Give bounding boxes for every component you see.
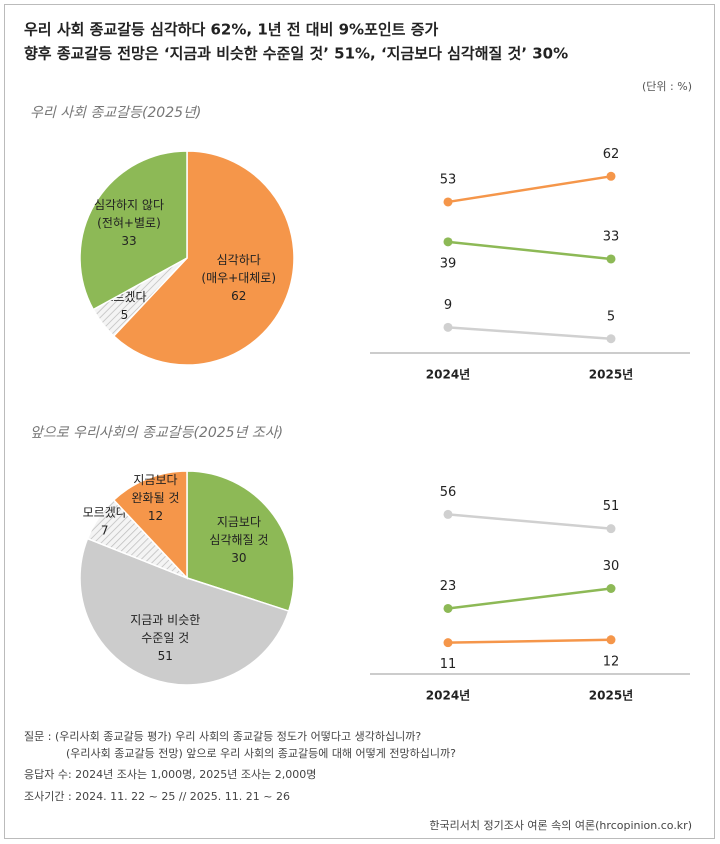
data-label: 62 [603, 147, 620, 162]
x-tick-label: 2025년 [589, 689, 633, 703]
point [606, 584, 616, 593]
point [606, 171, 616, 181]
slice-value: 30 [231, 551, 246, 565]
point [606, 254, 616, 264]
slice-value: 62 [231, 289, 246, 303]
series-line [447, 240, 612, 261]
point [443, 603, 453, 613]
section-title: 우리 사회 종교갈등(2025년) [30, 105, 201, 121]
data-label: 56 [440, 485, 457, 500]
data-label: 51 [603, 499, 620, 514]
pie-slice [79, 150, 188, 311]
slice-label: 지금보다 [133, 473, 177, 487]
pie-slice [79, 537, 290, 686]
point [606, 524, 616, 534]
series-line [447, 638, 612, 644]
series-line [447, 513, 612, 530]
note: 조사기간 : 2024. 11. 22 ~ 25 // 2025. 11. 21… [24, 790, 290, 803]
source: 한국리서치 정기조사 여론 속의 여론(hrcopinion.co.kr) [429, 819, 692, 832]
point [443, 509, 453, 519]
slice-value: 12 [148, 509, 163, 523]
point [443, 638, 453, 648]
note: (우리사회 종교갈등 전망) 앞으로 우리 사회의 종교갈등에 대해 어떻게 전… [66, 746, 456, 760]
point [606, 334, 616, 344]
data-label: 11 [440, 657, 457, 672]
slice-label: 심각하지 않다 [94, 198, 164, 212]
series-line [447, 587, 612, 610]
slice-label: (매우+대체로) [201, 271, 276, 285]
point [443, 197, 453, 207]
data-label: 53 [440, 172, 457, 187]
data-label: 12 [603, 654, 620, 669]
title-line: 우리 사회 종교갈등 심각하다 62%, 1년 전 대비 9%포인트 증가 [24, 21, 439, 39]
slice-label: 심각해질 것 [209, 533, 268, 547]
frame [4, 4, 715, 839]
x-tick-label: 2024년 [426, 368, 470, 382]
data-label: 9 [444, 298, 452, 313]
slice-label: 지금보다 [217, 515, 261, 529]
data-label: 33 [603, 229, 620, 244]
slice-label: 완화될 것 [131, 491, 179, 505]
series-line [447, 326, 612, 340]
slice-value: 33 [121, 234, 136, 248]
point [443, 322, 453, 332]
section-title: 앞으로 우리사회의 종교갈등(2025년 조사) [30, 425, 283, 441]
slice-label: (전혀+별로) [97, 216, 161, 230]
pie-slice [112, 470, 188, 580]
title-line: 향후 종교갈등 전망은 ‘지금과 비슷한 수준일 것’ 51%, ‘지금보다 심… [24, 45, 568, 63]
data-label: 23 [440, 579, 457, 594]
slice-label: 수준일 것 [141, 631, 189, 645]
data-label: 30 [603, 559, 620, 574]
slice-label: 지금과 비슷한 [130, 613, 200, 627]
data-label: 39 [440, 256, 457, 271]
pie-slice [186, 470, 295, 613]
x-tick-label: 2025년 [589, 368, 633, 382]
slice-value: 7 [101, 524, 109, 538]
slice-label: 심각하다 [217, 253, 261, 267]
slice-label: 모르겠다 [83, 506, 127, 520]
note: 질문 : (우리사회 종교갈등 평가) 우리 사회의 종교갈등 정도가 어떻다고… [24, 729, 421, 743]
pie-slice [112, 150, 295, 366]
slice-value: 51 [158, 649, 173, 663]
unit: (단위 : %) [642, 80, 692, 93]
note: 응답자 수: 2024년 조사는 1,000명, 2025년 조사는 2,000… [24, 768, 316, 781]
point [443, 237, 453, 247]
x-tick-label: 2024년 [426, 689, 470, 703]
series-line [447, 175, 612, 204]
point [606, 635, 616, 645]
slice-value: 5 [121, 308, 129, 322]
data-label: 5 [607, 309, 615, 324]
